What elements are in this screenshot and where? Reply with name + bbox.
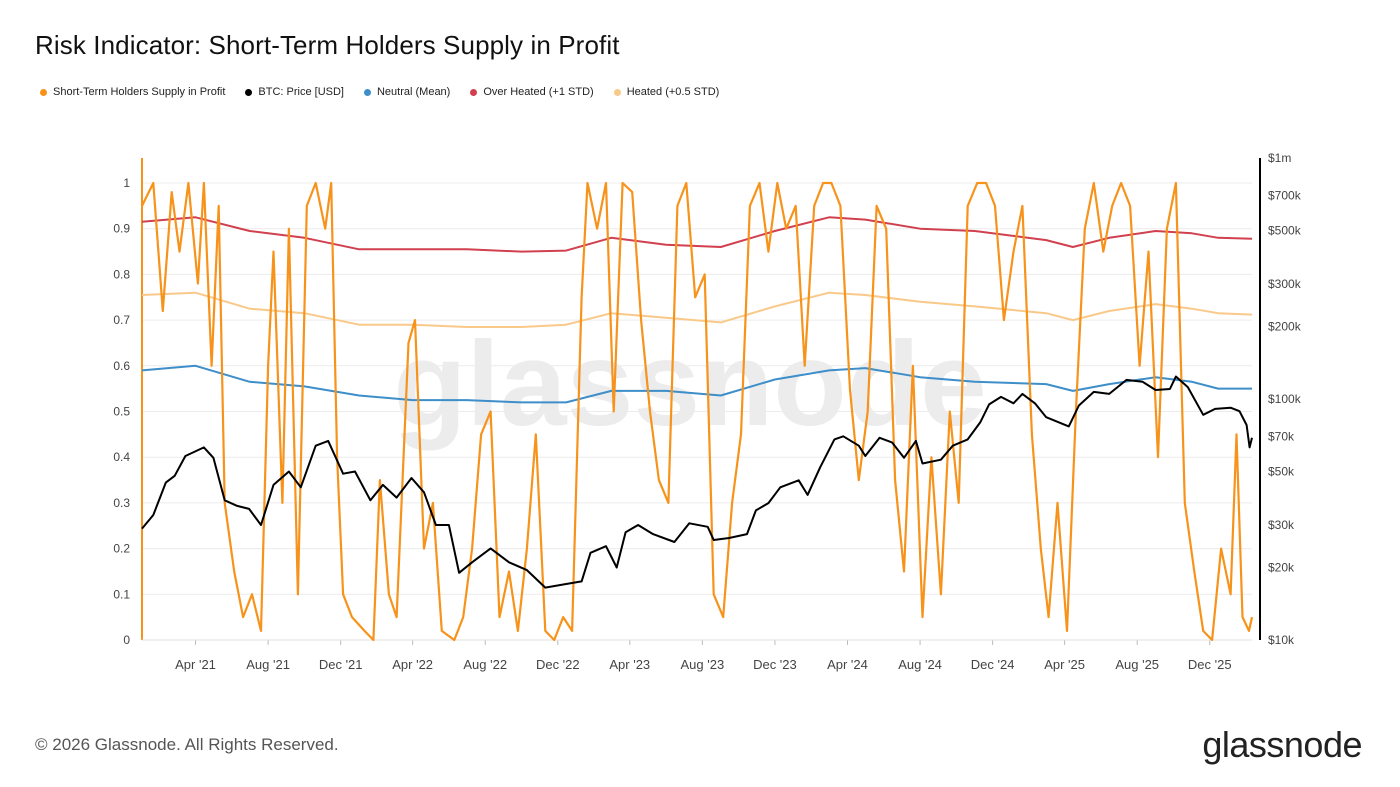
x-tick-label: Apr '22 bbox=[392, 657, 433, 672]
legend: Short-Term Holders Supply in Profit BTC:… bbox=[40, 86, 719, 98]
legend-label: Over Heated (+1 STD) bbox=[483, 86, 594, 98]
series-line-neutral bbox=[141, 364, 1252, 404]
legend-label: Short-Term Holders Supply in Profit bbox=[53, 86, 226, 98]
y-right-tick-label: $100k bbox=[1268, 392, 1302, 406]
y-left-tick-label: 0.9 bbox=[113, 222, 130, 236]
chart-title: Risk Indicator: Short-Term Holders Suppl… bbox=[35, 30, 620, 60]
y-left-tick-label: 0.5 bbox=[113, 405, 130, 419]
y-left-tick-label: 1 bbox=[123, 176, 130, 190]
y-right-tick-label: $700k bbox=[1268, 188, 1302, 202]
legend-dot bbox=[245, 88, 253, 96]
legend-item-neutral[interactable]: Neutral (Mean) bbox=[363, 86, 451, 98]
x-tick-label: Aug '25 bbox=[1115, 657, 1159, 672]
series-line-sth-supply bbox=[141, 181, 1254, 642]
y-right-tick-label: $20k bbox=[1268, 560, 1295, 574]
legend-dot bbox=[613, 88, 621, 96]
legend-dot bbox=[40, 88, 47, 96]
x-tick-label: Aug '21 bbox=[246, 657, 290, 672]
legend-label: Neutral (Mean) bbox=[376, 86, 451, 98]
x-tick-label: Dec '22 bbox=[536, 657, 580, 672]
copyright-footer: © 2026 Glassnode. All Rights Reserved. bbox=[35, 735, 339, 754]
x-tick-label: Dec '21 bbox=[319, 657, 363, 672]
y-left-tick-label: 0.1 bbox=[113, 587, 130, 601]
y-right-tick-label: $500k bbox=[1268, 224, 1302, 238]
legend-dot bbox=[470, 88, 478, 96]
glassnode-logo: glassnode bbox=[1202, 724, 1362, 765]
series-line-btc-price bbox=[141, 375, 1253, 589]
x-tick-label: Dec '24 bbox=[971, 657, 1015, 672]
y-left-tick-label: 0.7 bbox=[113, 313, 130, 327]
y-right-tick-label: $50k bbox=[1268, 465, 1295, 479]
y-left-tick-label: 0.4 bbox=[113, 450, 130, 464]
x-tick-label: Apr '21 bbox=[175, 657, 216, 672]
y-right-tick-label: $200k bbox=[1268, 319, 1302, 333]
y-right-tick-label: $1m bbox=[1268, 151, 1291, 165]
series-line-heated bbox=[141, 291, 1253, 328]
y-left-tick-label: 0.3 bbox=[113, 496, 130, 510]
y-left-tick-label: 0.2 bbox=[113, 542, 130, 556]
x-tick-label: Apr '24 bbox=[827, 657, 868, 672]
y-right-tick-label: $70k bbox=[1268, 429, 1295, 443]
x-tick-label: Aug '22 bbox=[463, 657, 507, 672]
legend-item-over-heated[interactable]: Over Heated (+1 STD) bbox=[470, 86, 594, 98]
y-right-tick-label: $10k bbox=[1268, 633, 1295, 647]
legend-item-sth-supply[interactable]: Short-Term Holders Supply in Profit bbox=[40, 86, 225, 98]
legend-label: BTC: Price [USD] bbox=[258, 86, 344, 98]
y-left-tick-label: 0 bbox=[123, 633, 130, 647]
y-right-tick-label: $300k bbox=[1268, 277, 1302, 291]
x-tick-label: Apr '23 bbox=[609, 657, 650, 672]
chart-plot-area[interactable]: glassnode00.10.20.30.40.50.60.70.80.91$1… bbox=[0, 0, 1400, 700]
legend-label: Heated (+0.5 STD) bbox=[626, 86, 720, 98]
x-tick-label: Aug '23 bbox=[681, 657, 725, 672]
x-tick-label: Apr '25 bbox=[1044, 657, 1085, 672]
y-left-tick-label: 0.6 bbox=[113, 359, 130, 373]
x-tick-label: Dec '23 bbox=[753, 657, 797, 672]
legend-item-heated[interactable]: Heated (+0.5 STD) bbox=[613, 86, 720, 98]
legend-dot bbox=[363, 88, 371, 96]
legend-item-btc-price[interactable]: BTC: Price [USD] bbox=[245, 86, 344, 98]
y-right-tick-label: $30k bbox=[1268, 518, 1295, 532]
x-tick-label: Dec '25 bbox=[1188, 657, 1232, 672]
y-left-tick-label: 0.8 bbox=[113, 267, 130, 281]
x-tick-label: Aug '24 bbox=[898, 657, 942, 672]
